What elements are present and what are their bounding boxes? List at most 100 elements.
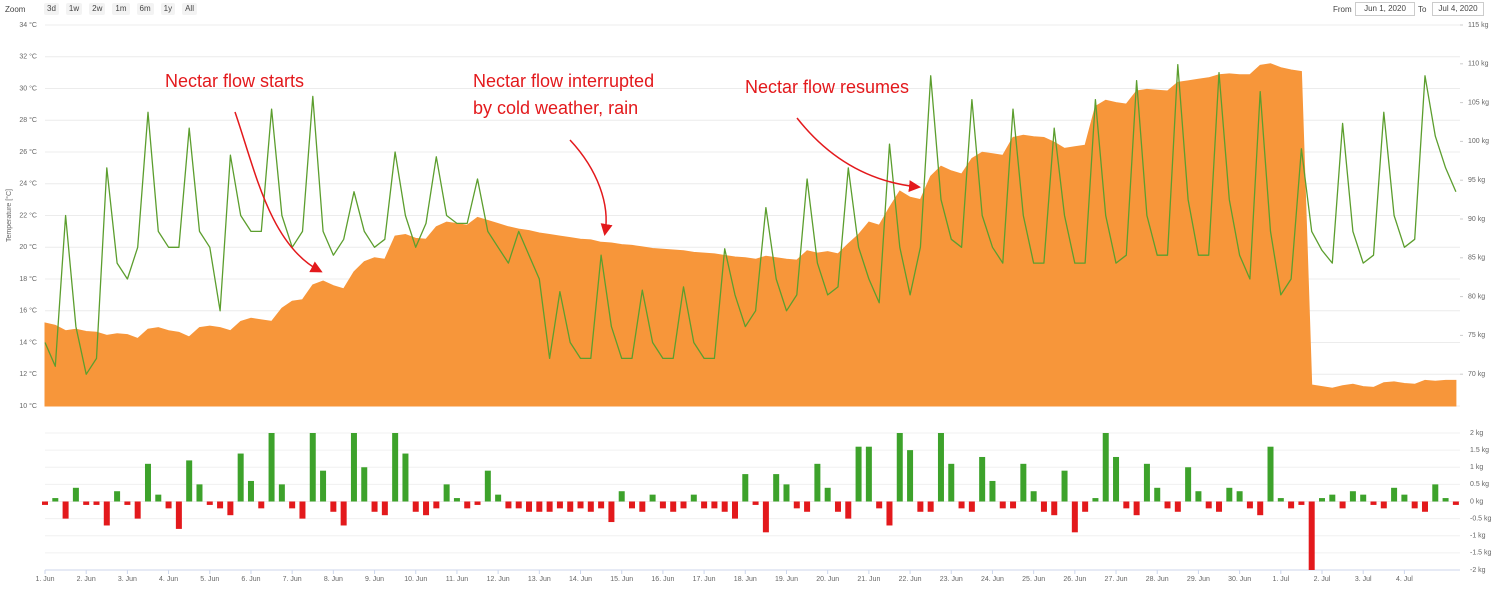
bar [1040, 501, 1047, 512]
arrow [796, 117, 921, 193]
to-label: To [1418, 5, 1427, 14]
bar [1432, 484, 1439, 502]
bar [979, 456, 986, 502]
bar [52, 498, 59, 502]
bar [1329, 494, 1336, 502]
y-tick-label: -1 kg [1470, 533, 1486, 540]
x-tick-label: 3. Jul [1355, 576, 1372, 583]
bar [330, 501, 337, 512]
bar [247, 480, 254, 502]
x-tick-label: 2. Jun [77, 576, 96, 583]
bar [258, 501, 265, 509]
zoom-button[interactable]: 3d [44, 3, 59, 15]
bar [484, 470, 491, 502]
bar [1277, 498, 1284, 502]
bar [443, 484, 450, 502]
bar [1154, 487, 1161, 502]
bar [1061, 470, 1068, 502]
arrow [569, 139, 613, 236]
bar [1401, 494, 1408, 502]
bar [968, 501, 975, 512]
x-tick-label: 13. Jun [528, 576, 551, 583]
bar [639, 501, 646, 512]
bar [876, 501, 883, 509]
bar [1051, 501, 1058, 516]
bar [464, 501, 471, 509]
bar [834, 501, 841, 512]
y-tick-label: 1 kg [1470, 464, 1483, 471]
bar [1370, 501, 1377, 505]
bar [804, 501, 811, 512]
bar [855, 446, 862, 502]
x-tick-label: 17. Jun [693, 576, 716, 583]
zoom-button[interactable]: 1m [112, 3, 130, 15]
bar [299, 501, 306, 519]
bar [1360, 494, 1367, 502]
bar [670, 501, 677, 512]
bar [381, 501, 388, 516]
y-axis-title: Temperature [°C] [5, 189, 13, 242]
bar [1164, 501, 1171, 509]
x-tick-label: 15. Jun [610, 576, 633, 583]
bar [999, 501, 1006, 509]
bar [309, 433, 316, 502]
bar [886, 501, 893, 526]
zoom-button[interactable]: 6m [136, 3, 154, 15]
y2-tick-label: 85 kg [1468, 255, 1485, 262]
bar [711, 501, 718, 509]
x-tick-label: 7. Jun [283, 576, 302, 583]
bar [42, 501, 48, 505]
bar [1257, 501, 1264, 516]
bar [1288, 501, 1295, 509]
annotation: Nectar flow starts [165, 71, 304, 91]
y2-tick-label: 115 kg [1468, 22, 1489, 29]
bar [731, 501, 738, 519]
bar [721, 501, 728, 512]
y-tick-label: -0.5 kg [1470, 515, 1492, 522]
bar [948, 463, 955, 502]
bar [958, 501, 965, 509]
x-tick-label: 6. Jun [241, 576, 260, 583]
y2-tick-label: 100 kg [1468, 138, 1489, 145]
bar [62, 501, 69, 519]
bar [1133, 501, 1140, 516]
bar [556, 501, 563, 509]
bar [536, 501, 543, 512]
y-tick-label: 26 °C [19, 148, 37, 156]
x-tick-label: 16. Jun [651, 576, 674, 583]
bar [423, 501, 430, 516]
bar [155, 494, 162, 502]
zoom-button[interactable]: All [182, 3, 197, 15]
bar [289, 501, 296, 509]
zoom-button[interactable]: 2w [89, 3, 106, 15]
annotation: Nectar flow interrupted [473, 71, 654, 91]
y2-tick-label: 90 kg [1468, 216, 1485, 223]
bar [690, 494, 697, 502]
y-tick-label: 34 °C [19, 21, 37, 29]
zoom-button[interactable]: 1y [160, 3, 176, 15]
bar [567, 501, 574, 512]
from-label: From [1333, 5, 1352, 14]
bar [989, 480, 996, 502]
x-tick-label: 25. Jun [1022, 576, 1045, 583]
bar [917, 501, 924, 512]
bar [371, 501, 378, 512]
bar [618, 491, 625, 502]
bar [402, 453, 409, 502]
bar [1421, 501, 1428, 512]
to-input[interactable]: Jul 4, 2020 [1432, 2, 1484, 16]
bar [1071, 501, 1078, 533]
y-tick-label: -1.5 kg [1470, 550, 1492, 557]
zoom-button[interactable]: 1w [65, 3, 83, 15]
y-tick-label: 28 °C [19, 116, 37, 124]
from-input[interactable]: Jun 1, 2020 [1355, 2, 1415, 16]
bar [577, 501, 584, 509]
bar [124, 501, 131, 505]
bar [793, 501, 800, 509]
y-tick-label: 0 kg [1470, 498, 1483, 505]
bar [72, 487, 79, 502]
bar [114, 491, 121, 502]
bar [598, 501, 605, 509]
x-tick-label: 21. Jun [857, 576, 880, 583]
